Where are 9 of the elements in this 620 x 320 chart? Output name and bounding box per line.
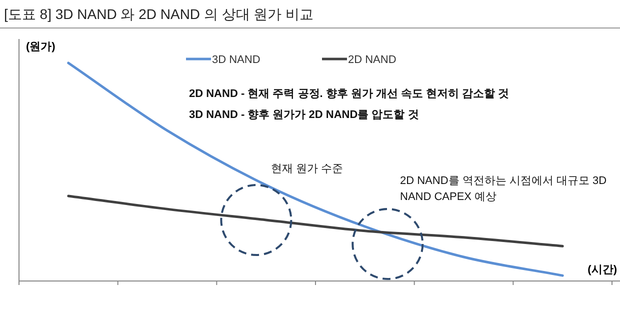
x-axis-title: (시간)	[588, 264, 618, 276]
legend-label: 3D NAND	[212, 54, 260, 66]
annotation: 2D NAND - 현재 주력 공정. 향후 원가 개선 속도 현저히 감소할 것	[189, 88, 510, 100]
chart-title: [도표 8] 3D NAND 와 2D NAND 의 상대 원가 비교	[4, 6, 314, 22]
legend-label: 2D NAND	[348, 54, 396, 66]
annotation: 현재 원가 수준	[270, 163, 344, 175]
annotation: 3D NAND - 향후 원가가 2D NAND를 압도할 것	[189, 109, 419, 121]
annotation: 2D NAND를 역전하는 시점에서 대규모 3D NAND CAPEX 예상	[400, 175, 607, 203]
y-axis-title: (원가)	[26, 41, 56, 53]
